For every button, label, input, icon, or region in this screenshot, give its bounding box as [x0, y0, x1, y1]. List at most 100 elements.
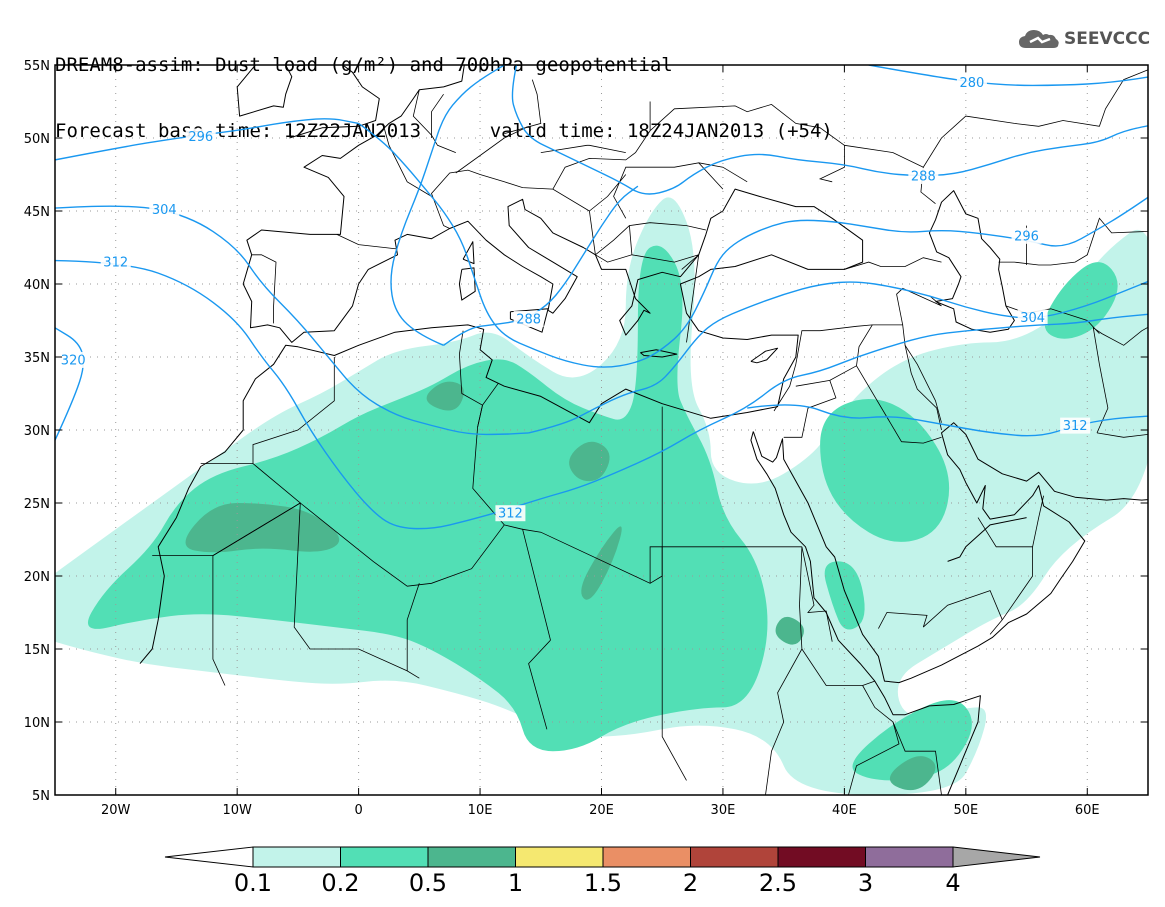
country-border	[801, 546, 833, 642]
contour-label: 312	[498, 507, 523, 522]
contour-line-312	[55, 259, 505, 530]
country-border	[595, 225, 630, 256]
colorbar-label: 1	[508, 869, 523, 897]
country-border	[904, 345, 942, 431]
lon-tick-label: 10E	[468, 803, 493, 818]
lon-tick-label: 0	[354, 803, 362, 818]
colorbar-segment	[252, 846, 341, 868]
lat-tick-label: 10N	[24, 716, 50, 731]
contour-line-296	[358, 122, 1148, 368]
coastline	[750, 431, 981, 795]
contour-line-312	[504, 313, 1148, 511]
country-border	[862, 685, 942, 795]
country-border	[200, 357, 335, 464]
country-border	[661, 546, 687, 781]
country-border	[878, 612, 928, 629]
contour-line-288	[443, 185, 639, 346]
country-border	[431, 169, 699, 270]
country-border	[628, 222, 706, 255]
contour-label-bg	[1060, 417, 1091, 434]
lat-tick-label: 5N	[32, 789, 50, 804]
dust-area-0-2	[852, 700, 972, 781]
contour-label: 312	[1063, 419, 1088, 434]
contour-label-bg	[185, 128, 216, 145]
geopotential-contours: 280 288 288 296 296 304 304 312 312 312 320	[55, 65, 1148, 530]
coastline	[236, 65, 293, 117]
contour-label: 304	[152, 203, 177, 218]
country-border	[848, 721, 900, 795]
country-border	[783, 380, 837, 438]
country-border	[844, 69, 1148, 168]
dust-area-0-2	[820, 398, 950, 542]
dust-area-0-5	[889, 756, 936, 791]
contour-label-bg	[1017, 309, 1048, 326]
country-border	[540, 144, 626, 153]
lat-tick-label: 25N	[24, 497, 50, 512]
lat-tick-label: 30N	[24, 424, 50, 439]
country-border	[649, 546, 663, 584]
seevccc-logo: SEEVCCC	[1018, 28, 1150, 50]
country-border	[698, 162, 748, 183]
contour-line-320	[55, 327, 85, 441]
contour-label-bg	[513, 311, 544, 328]
country-border	[649, 103, 845, 183]
dust-area-0-2	[824, 561, 865, 630]
lon-tick-label: 10W	[222, 803, 252, 818]
contour-line-280	[868, 65, 1148, 87]
coastline	[947, 517, 1027, 562]
country-border	[923, 590, 1003, 628]
cloud-icon	[1019, 30, 1059, 48]
contour-label: 288	[516, 313, 541, 328]
country-border	[801, 648, 875, 686]
colorbar-label: 2	[683, 869, 698, 897]
coastline	[752, 422, 1148, 684]
colorbar-segment	[777, 846, 866, 868]
lon-tick-label: 50E	[953, 803, 978, 818]
contour-label-bg	[100, 254, 131, 271]
contour-label: 296	[188, 130, 213, 145]
logo-text: SEEVCCC	[1064, 29, 1151, 49]
coastline	[509, 308, 549, 333]
country-border	[686, 254, 700, 343]
lon-tick-label: 20E	[589, 803, 614, 818]
lat-tick-label: 45N	[24, 205, 50, 220]
country-border	[528, 639, 551, 730]
colorbar-segment	[340, 846, 429, 868]
colorbar-label: 0.1	[234, 869, 272, 897]
valid-time: valid time: 18Z24JAN2013 (+54)	[489, 120, 833, 142]
country-border	[504, 79, 542, 134]
lon-tick-label: 20W	[101, 803, 131, 818]
lon-tick-label: 30E	[711, 803, 736, 818]
contour-label: 312	[103, 256, 128, 271]
colorbar-segment	[602, 846, 691, 868]
contour-label-bg	[1011, 227, 1042, 244]
contour-line-296	[55, 118, 359, 161]
country-border	[406, 583, 420, 671]
dust-area-0-5	[569, 441, 610, 482]
dust-area-0-5	[775, 616, 804, 645]
colorbar-legend: 0.1 0.2 0.5 1 1.5 2 2.5 3 4	[164, 846, 1041, 897]
lon-tick-label: 40E	[832, 803, 857, 818]
contour-label: 280	[959, 76, 984, 91]
contour-label: 288	[911, 169, 936, 184]
lat-tick-label: 50N	[24, 132, 50, 147]
colorbar-segment	[515, 846, 604, 868]
country-border	[251, 254, 277, 324]
colorbar-segment	[427, 846, 516, 868]
coastline	[640, 349, 678, 358]
colorbar-segment	[164, 846, 254, 868]
lon-tick-label: 60E	[1075, 803, 1100, 818]
contour-label-bg	[149, 201, 180, 218]
colorbar-label: 0.5	[409, 869, 447, 897]
lat-tick-label: 55N	[24, 59, 50, 74]
colorbar-label: 1.5	[584, 869, 622, 897]
country-border	[431, 93, 444, 138]
lat-tick-label: 20N	[24, 570, 50, 585]
colorbar-label: 4	[945, 869, 960, 897]
country-border	[765, 546, 803, 795]
dust-area-0-5	[426, 381, 464, 411]
contour-label: 320	[61, 353, 86, 368]
lat-tick-label: 15N	[24, 643, 50, 658]
contour-line-288	[511, 65, 1148, 195]
